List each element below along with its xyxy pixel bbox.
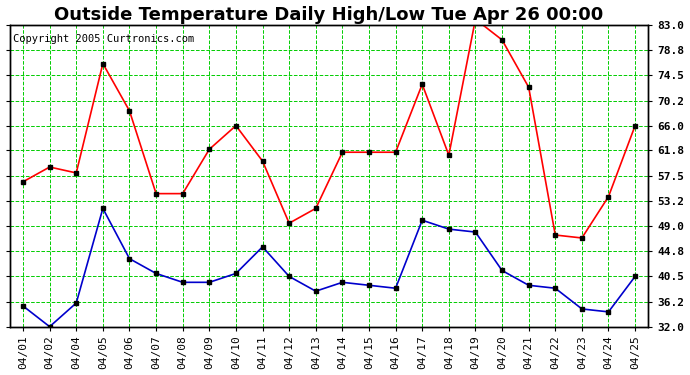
Title: Outside Temperature Daily High/Low Tue Apr 26 00:00: Outside Temperature Daily High/Low Tue A… <box>55 6 604 24</box>
Text: Copyright 2005 Curtronics.com: Copyright 2005 Curtronics.com <box>13 34 194 44</box>
